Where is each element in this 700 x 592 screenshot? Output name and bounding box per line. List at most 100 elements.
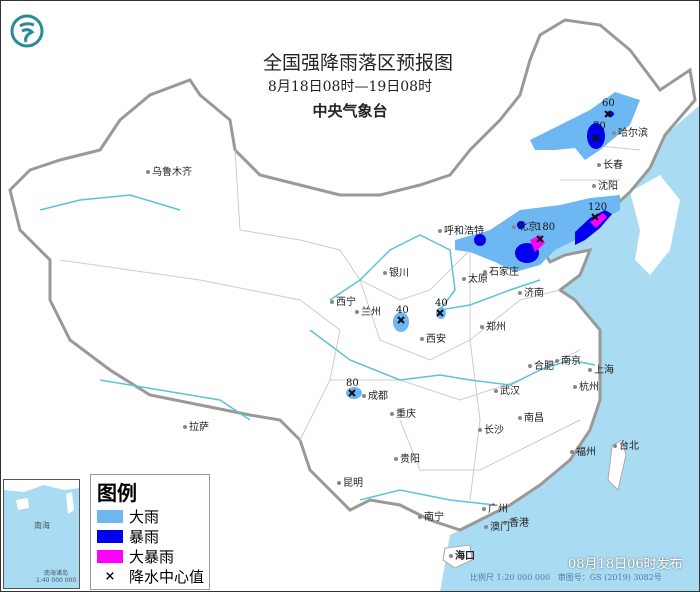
city-dot: [528, 364, 532, 368]
inset-scale: 1:40 000 000: [36, 577, 77, 584]
rivers: [39, 194, 596, 506]
city-dot: [355, 310, 359, 314]
heavy-rain-area-shaanxi: [393, 312, 409, 332]
rainstorm-area-heilongjiang: [587, 123, 605, 149]
taiwan-island: [607, 439, 627, 491]
city-dot: [570, 450, 574, 454]
city-label: 合肥: [528, 357, 554, 372]
south-china-sea-inset: 南海 南海诸岛 1:40 000 000: [3, 479, 80, 589]
city-dot: [503, 521, 507, 525]
city-dot: [512, 225, 516, 229]
city-label: 北京: [512, 218, 538, 233]
legend-label: 降水中心值: [129, 567, 205, 586]
city-label: 香港: [503, 514, 529, 529]
rainstorm-area-heilongjiang-2: [606, 111, 614, 117]
rain-center-value: 70: [593, 121, 606, 132]
city-label: 长沙: [478, 421, 504, 436]
sea-area: [440, 40, 700, 592]
heavy-rain-area-northeast: [530, 92, 640, 160]
rain-center-value: 40: [396, 305, 409, 316]
city-dot: [588, 368, 592, 372]
forecast-period: 8月18日08时—19日08时: [267, 79, 433, 95]
city-dot: [390, 412, 394, 416]
map-approval-number: 审图号：GS (2019) 3082号: [557, 573, 662, 582]
city-dot: [383, 271, 387, 275]
cross-icon: [436, 309, 444, 317]
city-label: 广州: [482, 500, 508, 515]
city-label: 海口: [449, 547, 475, 562]
city-dot: [462, 277, 466, 281]
city-label: 昆明: [337, 474, 363, 489]
cross-icon: [591, 213, 599, 221]
city-label: 杭州: [573, 378, 599, 393]
map-scale: 比例尺 1:20 000 000: [470, 573, 551, 582]
heavy-rainstorm-area-liaoning: [590, 213, 607, 228]
city-label: 福州: [570, 443, 596, 458]
agency-name: 中央气象台: [312, 102, 388, 120]
city-dot: [337, 481, 341, 485]
city-label: 哈尔滨: [612, 124, 648, 139]
city-dot: [573, 385, 577, 389]
city-label: 重庆: [390, 405, 416, 420]
hainan-island: [442, 544, 473, 569]
korea-peninsula: [630, 175, 680, 275]
city-dot: [518, 291, 522, 295]
rain-center-value: 180: [536, 222, 556, 233]
city-label: 西宁: [330, 293, 356, 308]
city-label: 成都: [362, 387, 388, 402]
rainstorm-area-tianjin-hebei: [515, 243, 539, 263]
city-dot: [592, 184, 596, 188]
city-dot: [183, 425, 187, 429]
rainstorm-swatch: [97, 529, 123, 543]
rain-center-value: 60: [602, 98, 615, 109]
city-dot: [449, 554, 453, 558]
city-label: 银川: [383, 264, 409, 279]
rainstorm-area-beijing: [517, 221, 525, 229]
city-dot: [478, 428, 482, 432]
rain-center-value: 40: [435, 298, 448, 309]
legend-item: × 降水中心值: [97, 566, 209, 586]
cross-icon: [348, 389, 356, 397]
legend: 图例 大雨 暴雨 大暴雨 × 降水中心值: [90, 474, 210, 590]
cross-icon: [592, 134, 600, 142]
issue-time: 08月18日06时发布: [568, 557, 683, 572]
city-dot: [146, 170, 150, 174]
heavy-rain-swatch: [97, 509, 123, 523]
legend-label: 大暴雨: [129, 547, 175, 566]
city-label: 石家庄: [483, 263, 519, 278]
rainstorm-area-inner-mongolia: [474, 234, 486, 246]
cross-icon: [536, 235, 544, 243]
heavy-rainstorm-swatch: [97, 549, 123, 563]
city-dot: [394, 457, 398, 461]
city-label: 郑州: [480, 318, 506, 333]
city-label: 台北: [613, 437, 639, 452]
city-dot: [420, 337, 424, 341]
city-label: 南昌: [518, 409, 544, 424]
legend-label: 暴雨: [129, 527, 160, 546]
legend-item: 大暴雨: [97, 546, 209, 566]
city-label: 南宁: [418, 508, 444, 523]
cross-icon: ×: [104, 568, 116, 584]
city-label: 澳门: [484, 518, 510, 533]
legend-title: 图例: [97, 481, 137, 505]
city-label: 济南: [518, 284, 544, 299]
city-dot: [518, 416, 522, 420]
city-label: 南京: [555, 352, 581, 367]
city-label: 拉萨: [183, 418, 209, 433]
city-label: 兰州: [355, 303, 381, 318]
city-dot: [597, 163, 601, 167]
inset-islands-label: 南海诸岛: [44, 570, 69, 577]
cross-icon: [397, 316, 405, 324]
city-dot: [482, 507, 486, 511]
city-label: 太原: [462, 270, 488, 285]
city-dot: [613, 444, 617, 448]
city-label: 呼和浩特: [438, 222, 484, 237]
city-label: 沈阳: [592, 177, 618, 192]
city-dot: [418, 515, 422, 519]
city-label: 西安: [420, 330, 446, 345]
cma-logo: [10, 14, 44, 48]
city-label: 乌鲁木齐: [146, 163, 192, 178]
rain-areas: [346, 92, 640, 399]
city-dot: [483, 270, 487, 274]
